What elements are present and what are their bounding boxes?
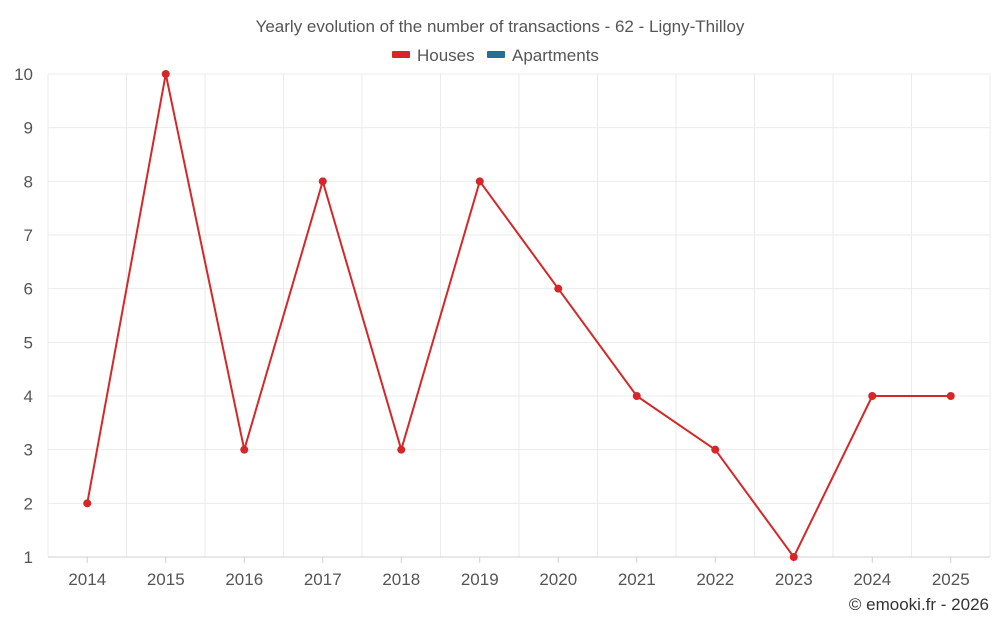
- y-tick-label: 1: [24, 548, 33, 567]
- x-tick-label: 2022: [696, 570, 734, 589]
- y-tick-label: 10: [14, 65, 33, 84]
- x-tick-label: 2014: [68, 570, 106, 589]
- x-tick-label: 2025: [932, 570, 970, 589]
- y-tick-label: 6: [24, 280, 33, 299]
- y-tick-label: 2: [24, 494, 33, 513]
- y-tick-label: 8: [24, 172, 33, 191]
- data-point-houses[interactable]: [946, 392, 955, 400]
- legend-swatch-apartments: [487, 51, 505, 58]
- legend: Houses Apartments: [392, 46, 599, 65]
- data-point-houses[interactable]: [318, 177, 327, 186]
- data-point-houses[interactable]: [554, 284, 563, 293]
- series-line-houses: [86, 73, 951, 559]
- y-tick-label: 4: [24, 387, 33, 406]
- x-tick-label: 2023: [775, 570, 813, 589]
- x-tick-label: 2019: [461, 570, 499, 589]
- x-axis: 2014 2015 2016 2017 2018 2019 2020 2021 2022 2023…: [48, 556, 990, 589]
- legend-label-houses: Houses: [417, 46, 475, 65]
- chart-title: Yearly evolution of the number of transa…: [256, 17, 745, 36]
- y-tick-label: 3: [24, 441, 33, 460]
- data-point-houses[interactable]: [397, 445, 406, 454]
- legend-item-houses[interactable]: Houses: [392, 46, 475, 65]
- legend-item-apartments[interactable]: Apartments: [487, 46, 599, 65]
- data-point-houses[interactable]: [475, 177, 484, 186]
- y-tick-label: 7: [24, 226, 33, 245]
- y-tick-label: 9: [24, 119, 33, 138]
- x-tick-label: 2024: [853, 570, 891, 589]
- data-point-houses[interactable]: [632, 392, 641, 400]
- data-point-houses[interactable]: [161, 70, 170, 78]
- y-tick-label: 5: [24, 333, 33, 352]
- data-point-houses[interactable]: [789, 553, 798, 561]
- legend-label-apartments: Apartments: [512, 46, 599, 65]
- x-tick-label: 2015: [147, 570, 185, 589]
- legend-swatch-houses: [392, 51, 410, 58]
- data-point-houses[interactable]: [240, 445, 249, 454]
- x-tick-label: 2016: [225, 570, 263, 589]
- data-point-houses[interactable]: [83, 499, 92, 508]
- gridlines: [47, 73, 991, 557]
- y-axis: 1 2 3 4 5 6 7 8 9 10: [14, 65, 33, 567]
- x-tick-label: 2017: [304, 570, 342, 589]
- credit-text: © emooki.fr - 2026: [849, 595, 989, 614]
- x-tick-label: 2018: [382, 570, 420, 589]
- data-point-houses[interactable]: [868, 392, 877, 400]
- data-point-houses[interactable]: [711, 445, 720, 454]
- x-tick-label: 2021: [618, 570, 656, 589]
- series-layer: [83, 70, 955, 561]
- x-tick-label: 2020: [539, 570, 577, 589]
